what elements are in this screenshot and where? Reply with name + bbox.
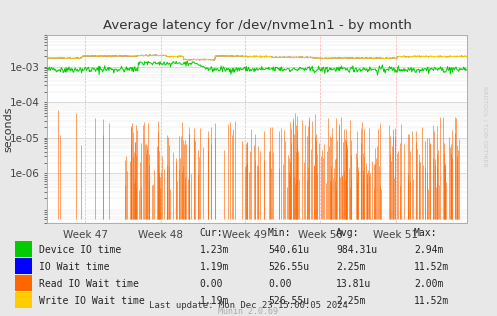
Title: Average latency for /dev/nvme1n1 - by month: Average latency for /dev/nvme1n1 - by mo…	[103, 19, 412, 32]
Bar	[15, 275, 32, 291]
Text: 0.00: 0.00	[268, 279, 291, 289]
Text: 2.25m: 2.25m	[336, 296, 366, 306]
Text: 526.55u: 526.55u	[268, 296, 309, 306]
Text: Munin 2.0.69: Munin 2.0.69	[219, 307, 278, 316]
Text: 526.55u: 526.55u	[268, 262, 309, 272]
Text: 11.52m: 11.52m	[414, 262, 449, 272]
Y-axis label: seconds: seconds	[3, 106, 13, 151]
Text: Write IO Wait time: Write IO Wait time	[39, 296, 145, 306]
Text: Last update: Mon Dec 23 15:00:05 2024: Last update: Mon Dec 23 15:00:05 2024	[149, 301, 348, 310]
Bar	[15, 241, 32, 257]
Text: IO Wait time: IO Wait time	[39, 262, 109, 272]
Bar	[15, 292, 32, 308]
Text: 1.19m: 1.19m	[200, 262, 229, 272]
Text: 2.94m: 2.94m	[414, 245, 443, 255]
Text: 984.31u: 984.31u	[336, 245, 377, 255]
Text: 1.23m: 1.23m	[200, 245, 229, 255]
Text: Device IO time: Device IO time	[39, 245, 121, 255]
Bar	[15, 258, 32, 274]
Text: 11.52m: 11.52m	[414, 296, 449, 306]
Text: Avg:: Avg:	[336, 228, 360, 238]
Text: RRDTOOL / TOBI OETIKER: RRDTOOL / TOBI OETIKER	[482, 86, 487, 167]
Text: 2.25m: 2.25m	[336, 262, 366, 272]
Text: Cur:: Cur:	[200, 228, 223, 238]
Text: 0.00: 0.00	[200, 279, 223, 289]
Text: Min:: Min:	[268, 228, 291, 238]
Text: Max:: Max:	[414, 228, 437, 238]
Text: 1.19m: 1.19m	[200, 296, 229, 306]
Text: 13.81u: 13.81u	[336, 279, 371, 289]
Text: Read IO Wait time: Read IO Wait time	[39, 279, 139, 289]
Text: 540.61u: 540.61u	[268, 245, 309, 255]
Text: 2.00m: 2.00m	[414, 279, 443, 289]
